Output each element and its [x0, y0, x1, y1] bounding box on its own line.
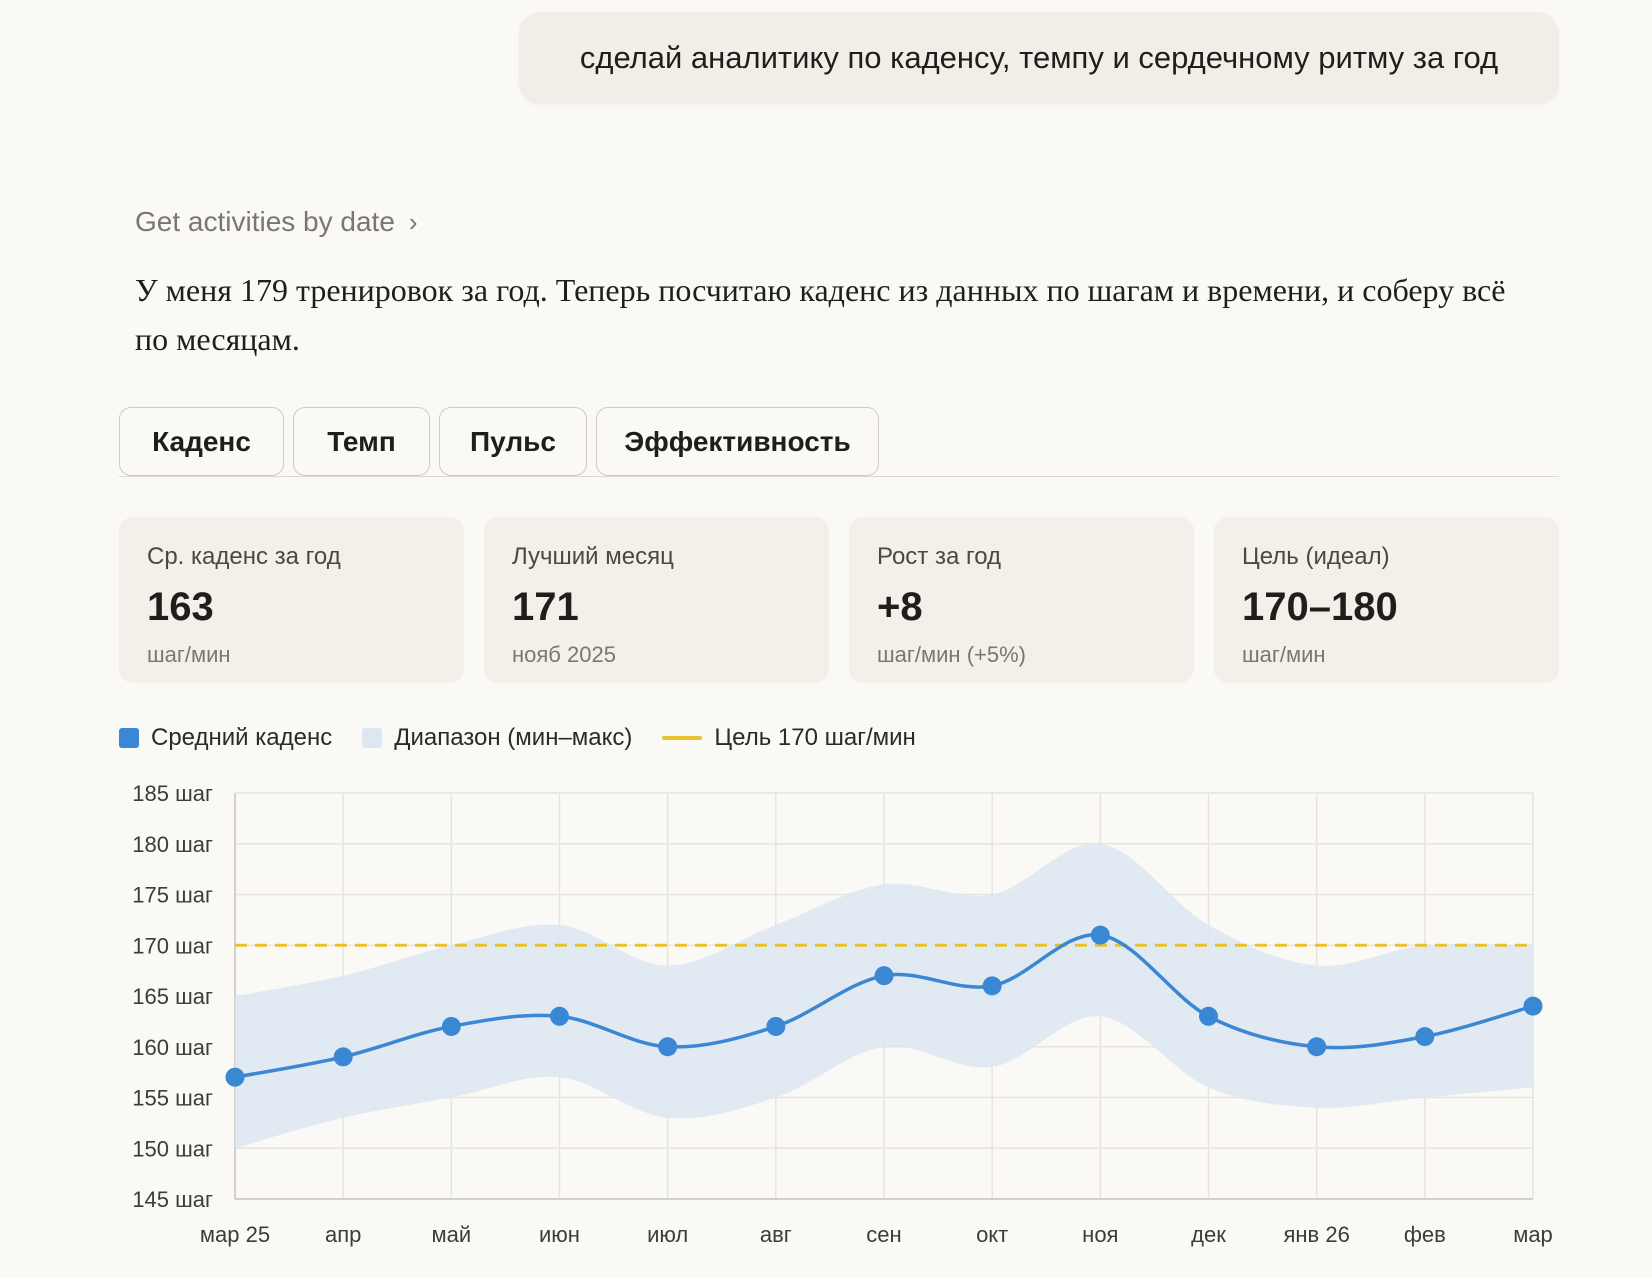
x-tick-label: мар 25: [200, 1222, 270, 1247]
avg-cadence-point: [550, 1006, 569, 1026]
stat-sub: шаг/мин: [1242, 642, 1326, 667]
stat-value: 171: [512, 585, 579, 629]
y-tick-label: 160 шаг: [132, 1035, 213, 1060]
avg-cadence-point: [225, 1067, 245, 1087]
y-tick-label: 170 шаг: [132, 933, 213, 958]
legend-label-range: Диапазон (мин–макс): [394, 724, 633, 751]
legend-item-range[interactable]: Диапазон (мин–макс): [362, 724, 632, 752]
x-tick-label: мар: [1513, 1222, 1553, 1247]
legend-swatch-range: [362, 728, 383, 748]
stat-card-avg-cadence: Ср. каденс за год 163 шаг/мин: [119, 517, 464, 683]
analytics-tabs: Каденс Темп Пульс Эффективность: [119, 407, 1559, 477]
stat-label: Ср. каденс за год: [147, 543, 341, 570]
x-tick-label: сен: [866, 1222, 901, 1247]
y-tick-label: 145 шаг: [132, 1187, 213, 1212]
avg-cadence-point: [874, 966, 894, 986]
stat-sub: шаг/мин (+5%): [877, 642, 1026, 667]
stat-card-growth: Рост за год +8 шаг/мин (+5%): [849, 517, 1194, 683]
avg-cadence-point: [441, 1016, 461, 1036]
assistant-message-text: У меня 179 тренировок за год. Теперь пос…: [135, 272, 1506, 357]
avg-cadence-point: [1199, 1006, 1218, 1026]
avg-cadence-point: [333, 1047, 353, 1067]
tab-heart-rate[interactable]: Пульс: [439, 407, 587, 476]
avg-cadence-point: [658, 1037, 678, 1057]
avg-cadence-point: [1307, 1037, 1327, 1057]
x-tick-label: ноя: [1082, 1222, 1118, 1247]
y-tick-label: 185 шаг: [132, 781, 213, 806]
stat-value: 163: [147, 585, 214, 629]
x-tick-label: янв 26: [1283, 1222, 1349, 1247]
stat-label: Рост за год: [877, 543, 1002, 570]
legend-item-avg[interactable]: Средний каденс: [119, 724, 332, 752]
stat-label: Цель (идеал): [1242, 543, 1390, 570]
x-tick-label: фев: [1404, 1222, 1446, 1247]
x-tick-label: июн: [539, 1222, 580, 1247]
tab-cadence[interactable]: Каденс: [119, 407, 284, 476]
stat-sub: шаг/мин: [147, 642, 231, 667]
stat-card-goal: Цель (идеал) 170–180 шаг/мин: [1214, 517, 1559, 683]
stat-sub: нояб 2025: [512, 642, 616, 667]
avg-cadence-point: [1415, 1027, 1435, 1047]
tool-call-get-activities[interactable]: Get activities by date ›: [135, 206, 418, 238]
chevron-right-icon: ›: [408, 206, 418, 237]
range-band: [235, 843, 1533, 1149]
legend-label-goal: Цель 170 шаг/мин: [714, 724, 916, 751]
tab-efficiency[interactable]: Эффективность: [596, 407, 879, 476]
legend-item-goal[interactable]: Цель 170 шаг/мин: [662, 724, 916, 752]
avg-cadence-point: [982, 976, 1002, 996]
user-message-bubble: сделай аналитику по каденсу, темпу и сер…: [519, 12, 1559, 104]
x-tick-label: дек: [1191, 1222, 1226, 1247]
avg-cadence-point: [1090, 925, 1110, 945]
y-tick-label: 180 шаг: [132, 832, 213, 857]
stat-label: Лучший месяц: [512, 543, 674, 570]
avg-cadence-point: [766, 1016, 786, 1036]
legend-label-avg: Средний каденс: [151, 724, 333, 751]
stat-value: +8: [877, 585, 923, 629]
chart-legend: Средний каденс Диапазон (мин–макс) Цель …: [119, 724, 946, 752]
y-tick-label: 155 шаг: [132, 1086, 213, 1111]
y-tick-label: 175 шаг: [132, 883, 213, 908]
x-tick-label: окт: [976, 1222, 1008, 1247]
avg-cadence-point: [1523, 996, 1543, 1016]
stat-value: 170–180: [1242, 585, 1398, 629]
x-tick-label: май: [432, 1222, 472, 1247]
stat-card-best-month: Лучший месяц 171 нояб 2025: [484, 517, 829, 683]
y-tick-label: 165 шаг: [132, 984, 213, 1009]
y-tick-label: 150 шаг: [132, 1136, 213, 1161]
tab-pace[interactable]: Темп: [293, 407, 430, 476]
legend-swatch-avg: [119, 728, 139, 748]
x-tick-label: апр: [325, 1222, 361, 1247]
user-message-text: сделай аналитику по каденсу, темпу и сер…: [579, 40, 1499, 75]
x-tick-label: июл: [647, 1222, 688, 1247]
legend-swatch-goal: [662, 736, 703, 740]
tool-call-label: Get activities by date: [135, 206, 395, 237]
x-tick-label: авг: [760, 1222, 792, 1247]
